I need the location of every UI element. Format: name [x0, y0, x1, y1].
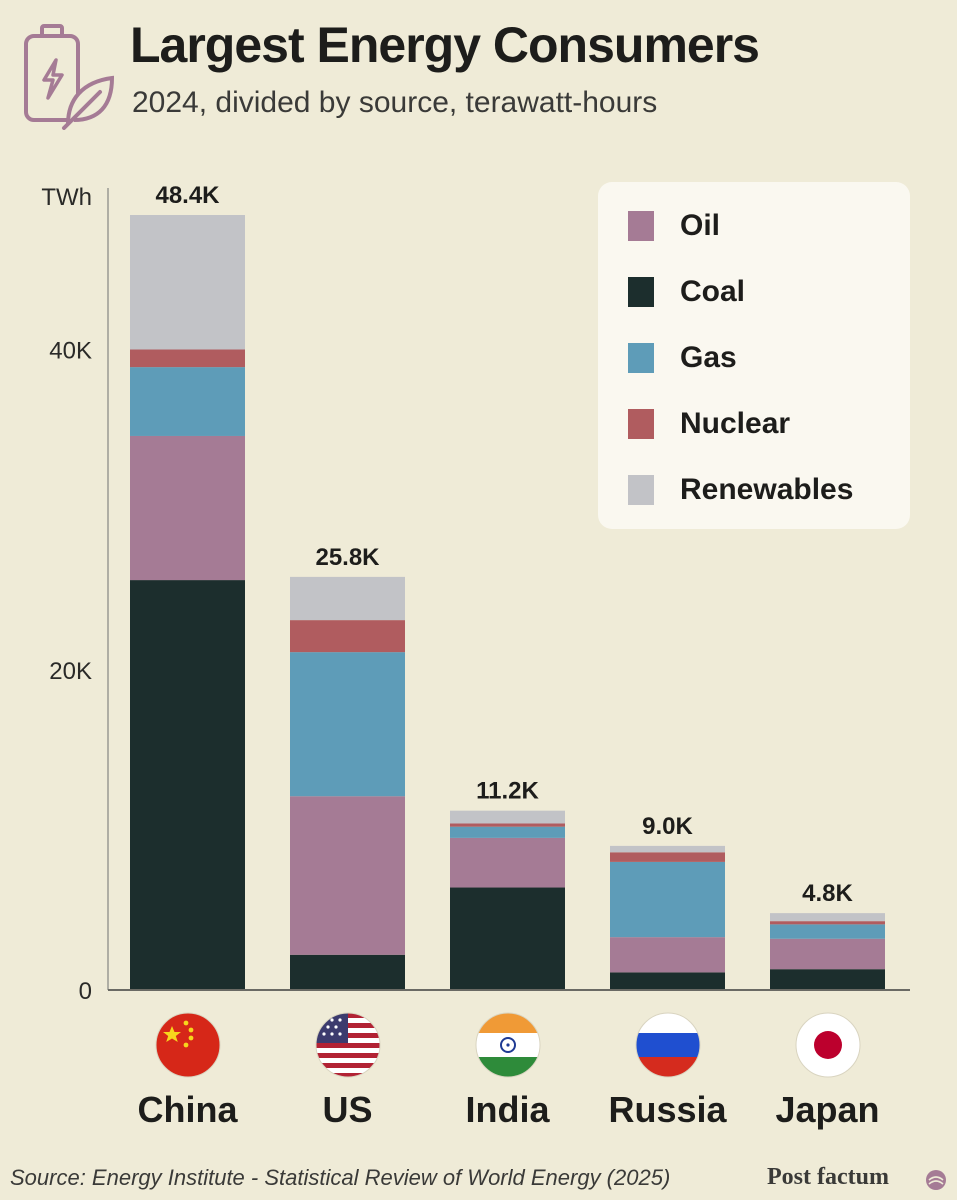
bar-segment-china-nuclear [130, 349, 245, 368]
battery-leaf-icon [24, 24, 115, 130]
category-label-china: China [137, 1089, 238, 1130]
category-label-india: India [465, 1089, 550, 1130]
bar-segment-india-gas [450, 826, 565, 838]
source-note: Source: Energy Institute - Statistical R… [10, 1165, 671, 1190]
us-flag-icon [316, 1013, 380, 1077]
bar-segment-us-nuclear [290, 620, 405, 653]
bar-segment-russia-gas [610, 861, 725, 938]
legend-item-nuclear: Nuclear [628, 404, 790, 444]
bar-segment-japan-oil [770, 938, 885, 970]
bar-segment-russia-coal [610, 972, 725, 990]
total-label-us: 25.8K [315, 544, 380, 571]
chart-title: Largest Energy Consumers [130, 17, 760, 73]
legend-label: Nuclear [680, 407, 791, 440]
legend-item-gas: Gas [628, 338, 737, 378]
bar-segment-china-oil [130, 435, 245, 581]
legend-item-oil: Oil [628, 206, 720, 246]
flag-outlines [155, 1012, 861, 1078]
total-label-china: 48.4K [155, 182, 220, 209]
bar-segment-us-renewables [290, 576, 405, 621]
category-label-us: US [322, 1089, 372, 1130]
china-flag-icon [156, 1013, 220, 1077]
legend-swatch-coal [628, 277, 654, 307]
legend-label: Oil [680, 209, 721, 242]
category-label-russia: Russia [608, 1089, 727, 1130]
bar-segment-china-gas [130, 367, 245, 436]
bar-segment-india-coal [450, 887, 565, 990]
legend-label: Renewables [680, 473, 854, 506]
bar-segment-russia-oil [610, 937, 725, 973]
russia-flag-icon [636, 1013, 700, 1077]
y-tick-label: 40K [49, 338, 92, 365]
bar-segment-us-oil [290, 796, 405, 955]
total-label-japan: 4.8K [802, 880, 853, 907]
legend-swatch-nuclear [628, 409, 654, 439]
bar-segment-japan-gas [770, 924, 885, 939]
legend-item-coal: Coal [628, 272, 745, 312]
bar-segment-us-coal [290, 954, 405, 990]
bar-segment-china-renewables [130, 215, 245, 350]
legend-swatch-renewables [628, 475, 654, 505]
bar-segment-russia-nuclear [610, 852, 725, 862]
total-label-russia: 9.0K [642, 813, 693, 840]
legend-swatch-gas [628, 343, 654, 373]
japan-flag-icon [796, 1013, 860, 1077]
y-axis-unit-label: TWh [41, 184, 92, 211]
bar-segment-japan-renewables [770, 913, 885, 922]
bar-segment-india-oil [450, 837, 565, 888]
bar-segment-india-renewables [450, 810, 565, 824]
category-label-japan: Japan [775, 1089, 879, 1130]
bar-segment-japan-coal [770, 969, 885, 990]
legend: Oil Coal Gas Nuclear Renewables [598, 182, 910, 529]
bar-segment-us-gas [290, 652, 405, 797]
legend-item-renewables: Renewables [628, 470, 853, 510]
bar-segment-china-coal [130, 580, 245, 990]
y-tick-label: 20K [49, 658, 92, 685]
brand-emblem-icon [926, 1170, 946, 1190]
legend-label: Gas [680, 341, 737, 374]
bar-segment-india-nuclear [450, 823, 565, 827]
legend-label: Coal [680, 275, 746, 308]
india-flag-icon [476, 1013, 540, 1077]
legend-swatch-oil [628, 211, 654, 241]
bar-segment-japan-nuclear [770, 921, 885, 925]
bar-segment-russia-renewables [610, 845, 725, 853]
brand-name: Post factum [767, 1164, 889, 1190]
chart-subtitle: 2024, divided by source, terawatt-hours [132, 86, 658, 119]
y-tick-label: 0 [79, 978, 92, 1005]
total-label-india: 11.2K [476, 778, 539, 805]
